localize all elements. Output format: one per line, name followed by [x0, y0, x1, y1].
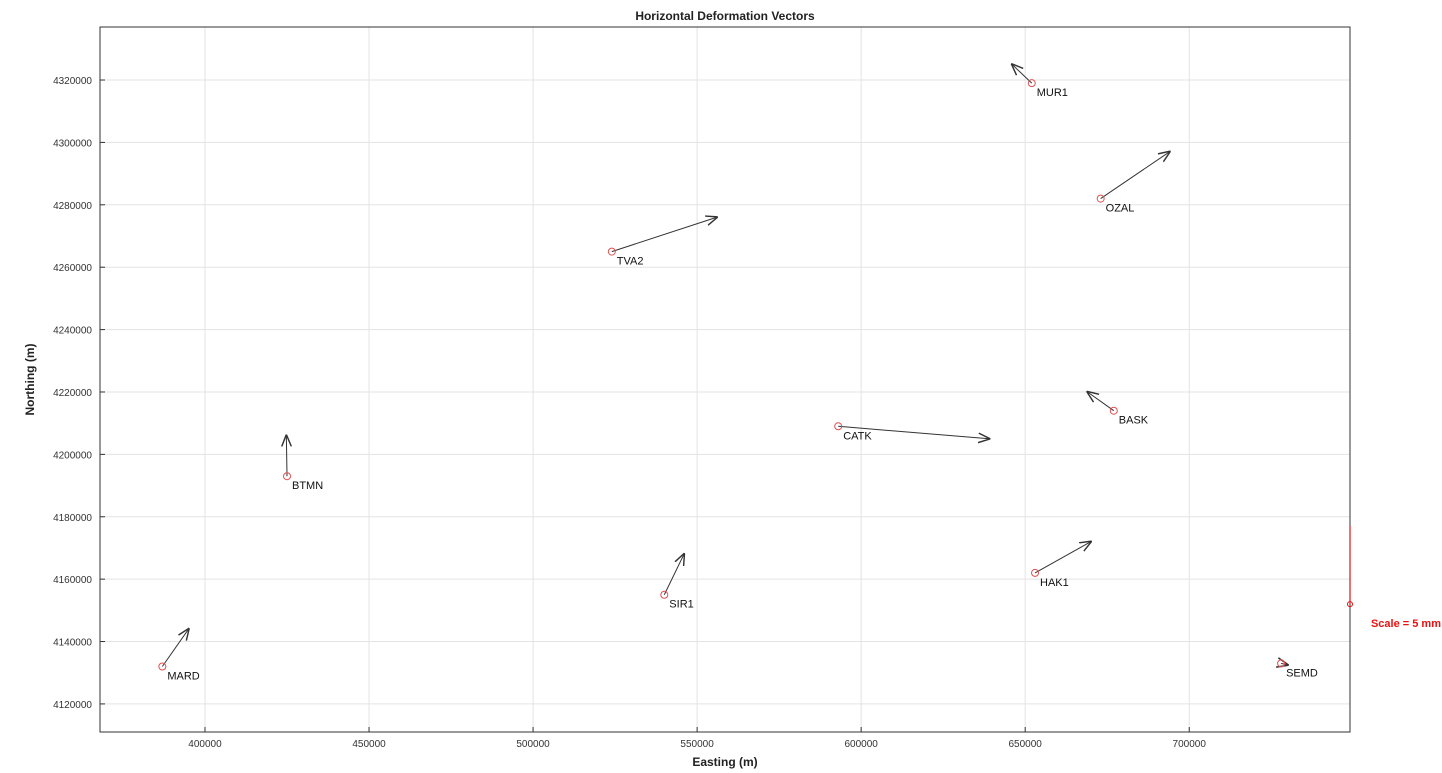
y-axis-label: Northing (m) — [23, 344, 37, 416]
scale-bar-label: Scale = 5 mm — [1371, 618, 1441, 630]
station-label-hak1: HAK1 — [1040, 577, 1069, 589]
y-tick-label: 4240000 — [53, 326, 92, 337]
vector-arrow-mard — [162, 629, 188, 666]
station-label-mard: MARD — [167, 670, 199, 682]
y-tick-label: 4200000 — [53, 450, 92, 461]
x-tick-label: 700000 — [1173, 739, 1207, 750]
x-tick-label: 500000 — [516, 739, 550, 750]
station-label-catk: CATK — [843, 430, 872, 442]
vector-layer — [162, 64, 1287, 666]
vector-arrow-hak1 — [1035, 542, 1091, 573]
station-label-ozal: OZAL — [1106, 203, 1135, 215]
station-label-semd: SEMD — [1286, 667, 1318, 679]
vector-arrow-ozal — [1101, 152, 1170, 199]
y-tick-label: 4300000 — [53, 138, 92, 149]
x-axis-label: Easting (m) — [692, 755, 757, 769]
x-tick-label: 400000 — [188, 739, 222, 750]
x-tick-label: 550000 — [680, 739, 714, 750]
y-tick-label: 4120000 — [53, 700, 92, 711]
grid-lines — [100, 27, 1350, 732]
y-axis-ticks: 4120000 4140000 4160000 4180000 4200000 42200… — [53, 76, 105, 711]
x-tick-label: 650000 — [1009, 739, 1043, 750]
station-label-tva2: TVA2 — [617, 256, 644, 268]
x-tick-label: 600000 — [844, 739, 878, 750]
station-layer: MUR1 OZAL TVA2 BASK CATK BTMN HAK1 SIR1 MARD SEMD — [159, 80, 1318, 683]
y-tick-label: 4260000 — [53, 263, 92, 274]
y-tick-label: 4180000 — [53, 513, 92, 524]
scale-bar: Scale = 5 mm — [1348, 526, 1442, 630]
y-tick-label: 4140000 — [53, 638, 92, 649]
chart-title: Horizontal Deformation Vectors — [635, 9, 815, 23]
plot-frame — [100, 27, 1350, 732]
y-tick-label: 4220000 — [53, 388, 92, 399]
station-label-bask: BASK — [1119, 415, 1149, 427]
station-label-btmn: BTMN — [292, 480, 323, 492]
vector-arrow-bask — [1088, 392, 1114, 411]
vector-arrow-tva2 — [612, 217, 717, 251]
station-label-sir1: SIR1 — [669, 599, 693, 611]
x-axis-ticks: 400000 450000 500000 550000 600000 650000 7000… — [188, 727, 1206, 750]
vector-arrow-sir1 — [664, 554, 684, 595]
y-tick-label: 4320000 — [53, 76, 92, 87]
vector-arrow-btmn — [286, 436, 287, 477]
y-tick-label: 4160000 — [53, 575, 92, 586]
x-tick-label: 450000 — [352, 739, 386, 750]
y-tick-label: 4280000 — [53, 201, 92, 212]
station-label-mur1: MUR1 — [1037, 87, 1068, 99]
